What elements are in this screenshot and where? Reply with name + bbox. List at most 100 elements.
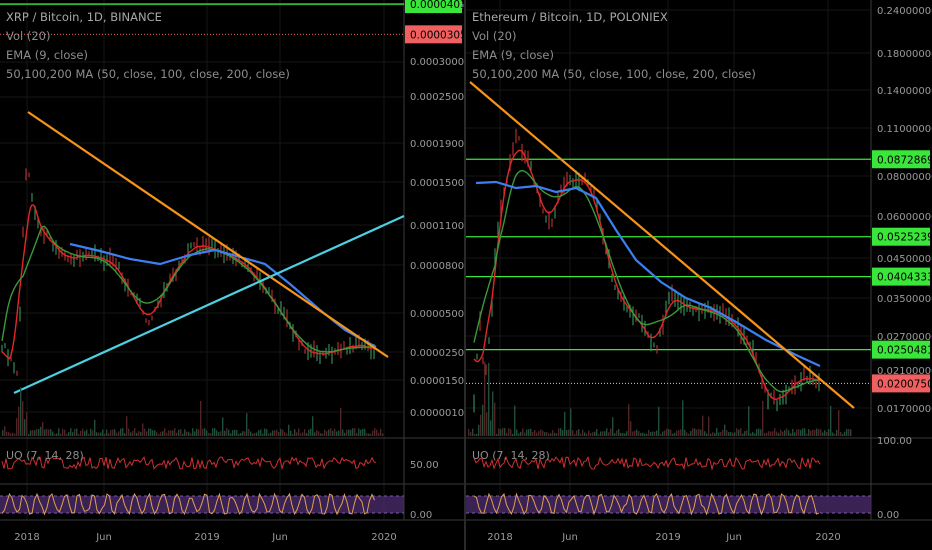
price-axis-tick-label: 0.08000000	[877, 172, 932, 183]
volume-bar	[484, 361, 486, 436]
volume-bar	[104, 433, 106, 436]
volume-bar	[2, 430, 4, 436]
volume-bar	[252, 433, 254, 436]
volume-bar	[758, 428, 760, 436]
volume-bar	[554, 432, 556, 436]
volume-bar	[656, 430, 658, 436]
volume-bar	[612, 417, 614, 436]
volume-bar	[722, 429, 724, 436]
volume-bar	[784, 430, 786, 436]
volume-bar	[710, 433, 712, 436]
volume-bar	[684, 429, 686, 436]
volume-bar	[658, 406, 660, 436]
volume-bar	[676, 430, 678, 436]
volume-bar	[766, 432, 768, 436]
volume-bar	[248, 428, 250, 436]
eth-legend-vol[interactable]: Vol (20)	[472, 29, 517, 43]
volume-bar	[84, 431, 86, 436]
eth-legend-ma[interactable]: 50,100,200 MA (50, close, 100, close, 20…	[472, 67, 756, 81]
volume-bar	[850, 429, 852, 436]
volume-bar	[70, 428, 72, 436]
volume-bar	[198, 429, 200, 436]
volume-bar	[560, 428, 562, 436]
volume-bar	[352, 428, 354, 436]
volume-bar	[160, 432, 162, 436]
volume-bar	[598, 433, 600, 436]
xrp-legend-ema[interactable]: EMA (9, close)	[6, 48, 88, 62]
volume-bar	[316, 430, 318, 436]
panel-divider[interactable]	[464, 0, 466, 550]
volume-bar	[552, 430, 554, 436]
volume-bar	[12, 432, 14, 436]
volume-bar	[288, 424, 290, 436]
volume-bar	[550, 433, 552, 436]
xrp-uo-label[interactable]: UO (7, 14, 28)	[6, 449, 84, 462]
volume-bar	[380, 428, 382, 436]
eth-chart-title[interactable]: Ethereum / Bitcoin, 1D, POLONIEX	[472, 10, 668, 24]
volume-bar	[62, 428, 64, 436]
volume-bar	[332, 430, 334, 436]
volume-bar	[348, 429, 350, 436]
volume-bar	[66, 433, 68, 436]
volume-bar	[32, 430, 34, 436]
volume-bar	[482, 404, 484, 436]
volume-bar	[718, 432, 720, 436]
xrp-legend-ma[interactable]: 50,100,200 MA (50, close, 100, close, 20…	[6, 67, 290, 81]
volume-bar	[202, 428, 204, 436]
volume-bar	[270, 432, 272, 436]
volume-bar	[144, 428, 146, 436]
volume-bar	[486, 412, 488, 436]
volume-bar	[714, 433, 716, 436]
price-tag-label: 0.05252396	[877, 232, 932, 244]
volume-bar	[588, 430, 590, 436]
volume-bar	[616, 430, 618, 436]
volume-bar	[48, 429, 50, 436]
price-tag	[405, 0, 462, 14]
volume-bar	[812, 429, 814, 436]
volume-bar	[504, 428, 506, 436]
volume-bar	[94, 419, 96, 436]
volume-bar	[822, 432, 824, 436]
volume-bar	[52, 431, 54, 436]
volume-bar	[18, 406, 20, 436]
volume-bar	[266, 429, 268, 436]
volume-bar	[292, 433, 294, 436]
volume-bar	[132, 431, 134, 436]
volume-bar	[798, 429, 800, 436]
volume-bar	[164, 428, 166, 436]
volume-bar	[142, 423, 144, 436]
volume-bar	[178, 429, 180, 436]
eth-btc-chart-panel[interactable]: 0.24000000 0.18000000 0.14000000 0.11000000…	[466, 0, 932, 550]
xrp-btc-chart-panel[interactable]: 0.000400000.000300000.000250000.00019000…	[0, 0, 464, 550]
volume-bar	[22, 401, 24, 436]
volume-bar	[510, 429, 512, 436]
volume-bar	[340, 407, 342, 436]
volume-bar	[562, 430, 564, 436]
price-tag	[405, 25, 462, 44]
volume-bar	[168, 430, 170, 436]
eth-uo-label[interactable]: UO (7, 14, 28)	[472, 449, 550, 462]
volume-bar	[240, 432, 242, 436]
xrp-chart-title[interactable]: XRP / Bitcoin, 1D, BINANCE	[6, 10, 162, 24]
volume-bar	[212, 428, 214, 436]
volume-bar	[166, 432, 168, 436]
volume-bar	[172, 430, 174, 436]
volume-bar	[726, 430, 728, 436]
volume-bar	[256, 432, 258, 436]
eth-chart-svg[interactable]: 0.24000000 0.18000000 0.14000000 0.11000000…	[466, 0, 932, 550]
eth-legend-ema[interactable]: EMA (9, close)	[472, 48, 554, 62]
volume-bar	[782, 431, 784, 436]
volume-bar	[224, 430, 226, 436]
volume-bar	[626, 431, 628, 436]
volume-bar	[536, 432, 538, 436]
volume-bar	[26, 412, 28, 436]
volume-bar	[360, 429, 362, 436]
volume-bar	[268, 433, 270, 436]
volume-bar	[760, 429, 762, 436]
xrp-legend-vol[interactable]: Vol (20)	[6, 29, 51, 43]
volume-bar	[40, 426, 42, 436]
xrp-chart-svg[interactable]: 0.000400000.000300000.000250000.00019000…	[0, 0, 464, 550]
volume-bar	[250, 431, 252, 436]
ema-9-line	[1, 204, 376, 360]
volume-bar	[328, 429, 330, 436]
